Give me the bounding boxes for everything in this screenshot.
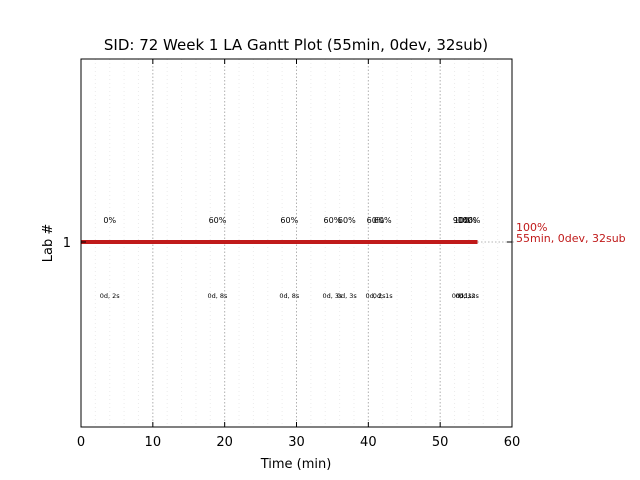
- x-tick-label: 50: [432, 435, 449, 450]
- annotation-percent: 90%: [453, 216, 471, 225]
- x-tick-label: 60: [504, 435, 521, 450]
- y-axis-label: Lab #: [41, 224, 56, 263]
- x-tick-label: 10: [145, 435, 162, 450]
- annotation-percent: 100%: [454, 216, 477, 225]
- annotation-duration: 0d, 2s: [459, 292, 480, 300]
- x-axis-ticks: 0 10 20 30 40 50 60: [77, 59, 520, 450]
- annotation-percent: 60%: [338, 216, 356, 225]
- annotation-percent: 100%: [457, 216, 480, 225]
- annotation-duration: 0d, 8s: [208, 292, 229, 300]
- x-axis-label: Time (min): [260, 457, 332, 472]
- annotation-duration: 0d, 1s: [455, 292, 476, 300]
- bar-end-label-percent: 100%: [516, 221, 547, 234]
- annotation-percent: 60%: [374, 216, 392, 225]
- annotation-duration: 0d, 3s: [337, 292, 358, 300]
- y-tick-label: 1: [63, 236, 71, 251]
- annotation-percent: 60%: [324, 216, 342, 225]
- annotation-duration: 0d, 2s: [366, 292, 387, 300]
- y-axis-ticks: 1: [63, 236, 512, 251]
- chart-title: SID: 72 Week 1 LA Gantt Plot (55min, 0de…: [104, 36, 488, 54]
- annotation-duration: 0d, 3s: [322, 292, 343, 300]
- x-tick-label: 30: [288, 435, 305, 450]
- annotation-duration: 0d, 2s: [100, 292, 121, 300]
- gantt-bar: [81, 240, 478, 244]
- annotation-duration: 0d, 1s: [373, 292, 394, 300]
- annotation-percent: 60%: [280, 216, 298, 225]
- bar-end-label-summary: 55min, 0dev, 32sub: [516, 232, 626, 245]
- annotation-percent: 60%: [367, 216, 385, 225]
- annotation-percent: 60%: [209, 216, 227, 225]
- annotation-duration: 0d, 8s: [279, 292, 300, 300]
- x-tick-label: 40: [360, 435, 377, 450]
- bars-layer: 100%55min, 0dev, 32sub: [81, 221, 626, 245]
- x-tick-label: 20: [216, 435, 233, 450]
- annotation-duration: 0d, 1s: [452, 292, 473, 300]
- x-tick-label: 0: [77, 435, 85, 450]
- annotations-layer: 0% 0d, 2s 60% 0d, 8s 60% 0d, 8s 60% 0d, 3s 60% 0d…: [100, 216, 481, 300]
- annotation-percent: 0%: [103, 216, 116, 225]
